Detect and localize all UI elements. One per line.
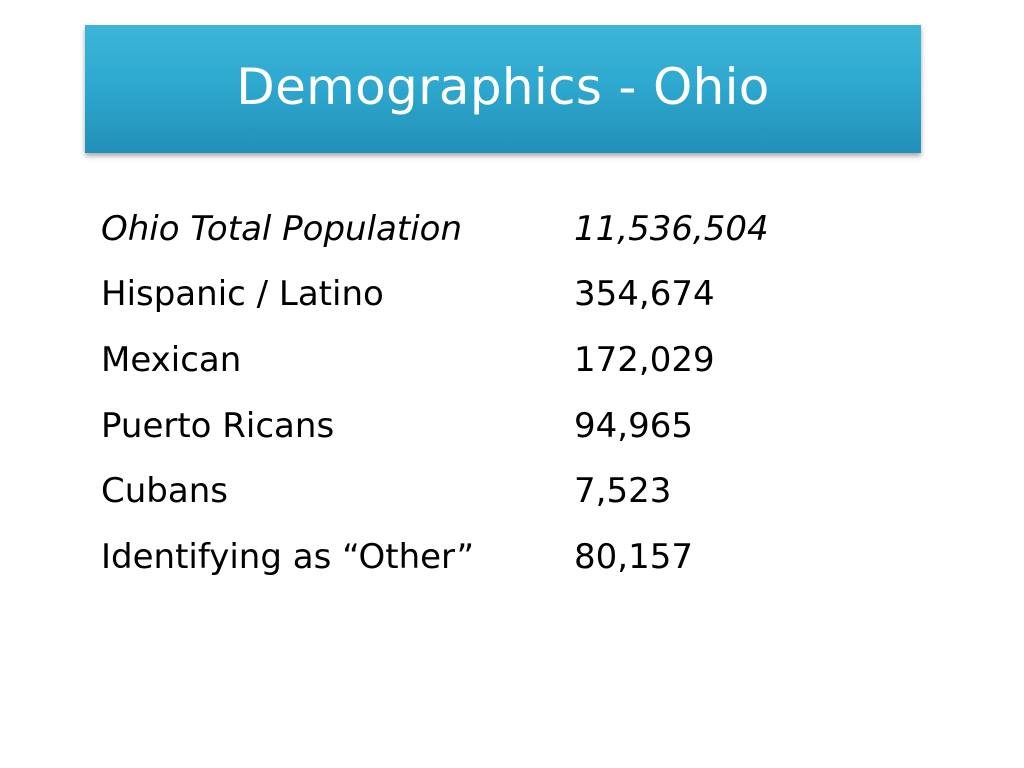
row-label: Puerto Ricans [101,405,335,446]
table-row-total: Ohio Total Population 11,536,504 [101,196,921,262]
row-label: Ohio Total Population [101,208,463,249]
row-value: 11,536,504 [574,208,769,249]
table-row: Hispanic / Latino 354,674 [101,262,921,328]
row-value: 7,523 [574,471,672,512]
row-value: 172,029 [574,339,715,380]
table-row: Cubans 7,523 [101,458,921,524]
table-row: Puerto Ricans 94,965 [101,393,921,459]
table-row: Mexican 172,029 [101,327,921,393]
row-label: Cubans [101,471,228,512]
table-row: Identifying as “Other” 80,157 [101,524,921,590]
row-value: 80,157 [574,536,693,577]
row-label: Hispanic / Latino [101,274,384,315]
demographics-table: Ohio Total Population 11,536,504 Hispani… [101,196,921,590]
row-label: Mexican [101,339,242,380]
slide-title: Demographics - Ohio [236,58,770,116]
title-banner: Demographics - Ohio [85,25,921,153]
row-value: 94,965 [574,405,693,446]
row-label: Identifying as “Other” [101,536,475,577]
row-value: 354,674 [574,274,715,315]
